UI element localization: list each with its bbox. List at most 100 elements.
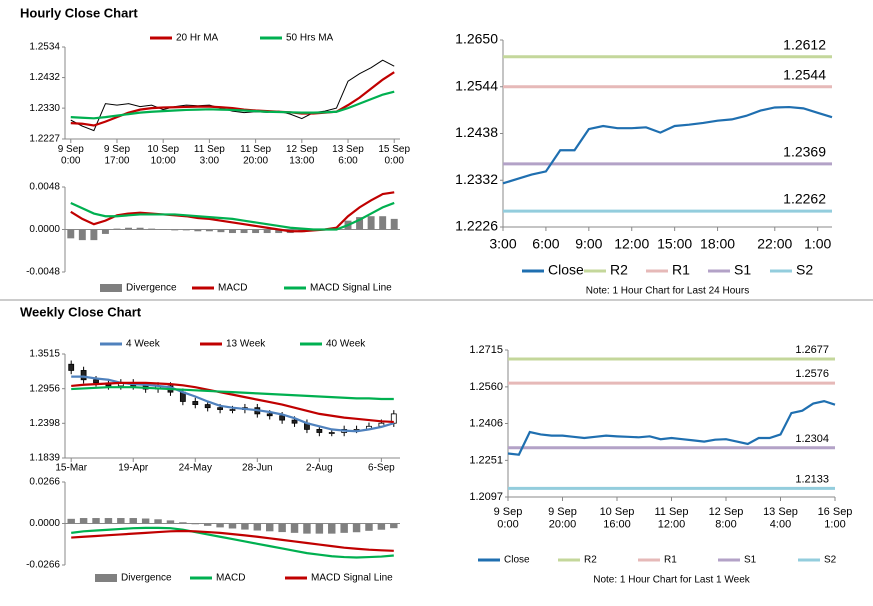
bar — [179, 522, 187, 524]
y-tick-label: 1.2432 — [29, 72, 60, 83]
bar — [240, 229, 248, 234]
candle-body — [279, 415, 286, 421]
bar — [101, 229, 109, 234]
x-tick-label: 12 Sep 13:00 — [286, 144, 318, 167]
y-tick-label: 1.2227 — [29, 134, 60, 145]
candle-body — [93, 379, 99, 384]
x-tick-label: 11 Sep 12:00 — [654, 506, 688, 531]
y-tick-label: 1.2251 — [469, 454, 503, 466]
x-tick-label: 19-Apr — [118, 463, 149, 474]
x-tick-label: 11 Sep 20:00 — [240, 144, 271, 167]
y-tick-label: 1.2406 — [469, 417, 503, 429]
candle-body — [328, 432, 335, 434]
bar — [390, 523, 398, 529]
legend-label: Close — [548, 262, 584, 278]
bar — [379, 216, 387, 230]
candle-body — [229, 409, 236, 411]
bar — [365, 523, 373, 531]
y-tick-label: 1.2956 — [29, 383, 60, 394]
series-line — [71, 381, 394, 424]
legend-label: R2 — [610, 262, 628, 278]
bar — [377, 523, 386, 530]
candle-body — [316, 428, 323, 433]
bar — [266, 523, 274, 532]
series-line — [70, 90, 395, 120]
section-title: Hourly Close Chart — [20, 5, 138, 20]
bar — [104, 518, 113, 524]
y-tick-label: 1.1839 — [29, 453, 60, 464]
bar — [117, 518, 125, 524]
bar — [278, 523, 286, 533]
y-tick-label: 1.2398 — [29, 418, 60, 429]
x-tick-label: 9 Sep 0:00 — [494, 506, 523, 531]
y-tick-label: -0.0266 — [26, 560, 60, 571]
bar — [275, 229, 283, 234]
legend-label: S2 — [824, 555, 837, 566]
legend-label: 40 Week — [326, 339, 366, 350]
series-line — [70, 201, 395, 231]
bar — [241, 523, 249, 530]
y-tick-label: 1.2330 — [29, 103, 60, 114]
bar — [263, 229, 271, 234]
x-tick-label: 6-Sep — [368, 463, 395, 474]
y-tick-label: -0.0048 — [26, 267, 60, 278]
bar — [141, 518, 150, 524]
bar — [171, 229, 179, 231]
section-title: Weekly Close Chart — [20, 304, 142, 319]
candle-body — [291, 419, 298, 424]
x-tick-label: 15 Sep 0:00 — [378, 144, 410, 167]
x-tick-label: 11 Sep 3:00 — [194, 144, 225, 167]
bar — [182, 229, 190, 231]
legend-label: 13 Week — [226, 339, 266, 350]
bar — [90, 229, 98, 241]
legend-label: 20 Hr MA — [176, 33, 219, 44]
x-tick-label: 13 Sep 6:00 — [332, 144, 364, 167]
level-label: 1.2133 — [795, 474, 829, 486]
series-line — [70, 191, 395, 233]
legend-label: MACD Signal Line — [310, 283, 392, 294]
bar — [166, 520, 175, 524]
legend-label: R2 — [584, 555, 597, 566]
bar — [205, 229, 213, 232]
x-tick-label: 1:00 — [804, 236, 831, 252]
legend-swatch — [100, 284, 122, 292]
level-label: 1.2262 — [783, 191, 826, 207]
legend-label: Divergence — [121, 573, 172, 584]
x-tick-label: 2-Aug — [306, 463, 333, 474]
x-tick-label: 9 Sep 0:00 — [58, 144, 85, 167]
legend-label: 4 Week — [126, 339, 161, 350]
x-tick-label: 15-Mar — [55, 463, 87, 474]
series-line — [71, 529, 394, 552]
x-tick-label: 13 Sep 4:00 — [763, 506, 798, 531]
bar — [340, 523, 348, 533]
bar — [148, 228, 156, 230]
legend-label: Close — [504, 555, 530, 566]
bar — [253, 523, 262, 531]
x-tick-label: 24-May — [179, 463, 212, 474]
bar — [390, 218, 398, 230]
bar — [92, 518, 100, 524]
x-tick-label: 16 Sep 1:00 — [818, 506, 853, 531]
legend-label: S1 — [744, 555, 757, 566]
bar — [129, 518, 137, 524]
candle-body — [266, 413, 273, 417]
candle-body — [192, 401, 199, 405]
x-tick-label: 6:00 — [532, 236, 559, 252]
legend-label: 50 Hrs MA — [286, 33, 334, 44]
x-tick-label: 9 Sep 17:00 — [104, 144, 131, 167]
bar — [352, 523, 361, 533]
legend-label: MACD — [218, 283, 247, 294]
y-tick-label: 1.2544 — [455, 77, 498, 93]
y-tick-label: 0.0000 — [29, 518, 60, 529]
bar — [194, 229, 202, 232]
legend-swatch — [95, 574, 117, 582]
legend-label: MACD — [216, 573, 245, 584]
bar — [252, 229, 260, 234]
candle-body — [80, 370, 87, 381]
bar — [303, 523, 311, 534]
series-line — [507, 400, 836, 456]
y-tick-label: 0.0000 — [29, 224, 60, 235]
legend-label: R1 — [664, 555, 677, 566]
bar — [290, 523, 299, 533]
bar — [67, 229, 75, 239]
